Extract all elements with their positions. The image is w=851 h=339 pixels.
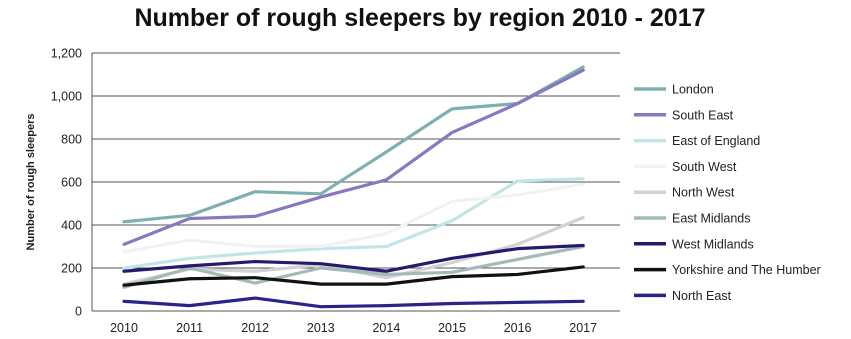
y-tick-label: 600 xyxy=(61,176,82,190)
x-tick-label: 2013 xyxy=(307,321,335,335)
x-tick-labels: 2010 2011 2012 2013 2014 2015 2016 2017 xyxy=(110,321,597,335)
series-line-east-midlands xyxy=(122,244,585,289)
legend-label-yorkshire-and-the-humber: Yorkshire and The Humber xyxy=(672,263,821,277)
legend-label-east-midlands: East Midlands xyxy=(672,212,751,226)
series-lines xyxy=(122,65,585,309)
legend: London South East East of England South Wes… xyxy=(634,83,821,303)
legend-label-south-west: South West xyxy=(672,160,737,174)
y-tick-label: 800 xyxy=(61,133,82,147)
x-tick-label: 2015 xyxy=(438,321,466,335)
series-line-west-midlands xyxy=(122,243,585,273)
series-line-east-of-england xyxy=(122,177,585,270)
series-line-yorkshire-and-the-humber xyxy=(122,265,585,287)
series-line-london xyxy=(122,65,585,224)
axes xyxy=(91,53,620,312)
y-tick-label: 400 xyxy=(61,219,82,233)
x-tick-label: 2017 xyxy=(569,321,597,335)
series-line-south-west xyxy=(122,182,585,254)
y-tick-label: 1,000 xyxy=(51,90,82,104)
y-tick-label: 200 xyxy=(61,262,82,276)
legend-label-west-midlands: West Midlands xyxy=(672,237,754,251)
y-tick-labels: 0 200 400 600 800 1,000 1,200 xyxy=(51,47,82,319)
y-tick-label: 1,200 xyxy=(51,47,82,61)
y-axis-label: Number of rough sleepers xyxy=(25,114,37,251)
x-tick-label: 2010 xyxy=(110,321,138,335)
series-line-south-east xyxy=(122,68,585,246)
x-tick-label: 2011 xyxy=(176,321,203,335)
legend-label-north-west: North West xyxy=(672,186,735,200)
series-line-north-east xyxy=(122,296,585,309)
legend-label-north-east: North East xyxy=(672,289,732,303)
legend-label-london: London xyxy=(672,83,714,97)
legend-label-east-of-england: East of England xyxy=(672,134,760,148)
x-tick-label: 2012 xyxy=(241,321,269,335)
legend-label-south-east: South East xyxy=(672,108,734,122)
gridlines xyxy=(92,52,620,269)
chart-title: Number of rough sleepers by region 2010 … xyxy=(134,4,705,32)
x-tick-label: 2014 xyxy=(372,321,400,335)
y-tick-label: 0 xyxy=(75,305,82,319)
x-tick-label: 2016 xyxy=(504,321,532,335)
